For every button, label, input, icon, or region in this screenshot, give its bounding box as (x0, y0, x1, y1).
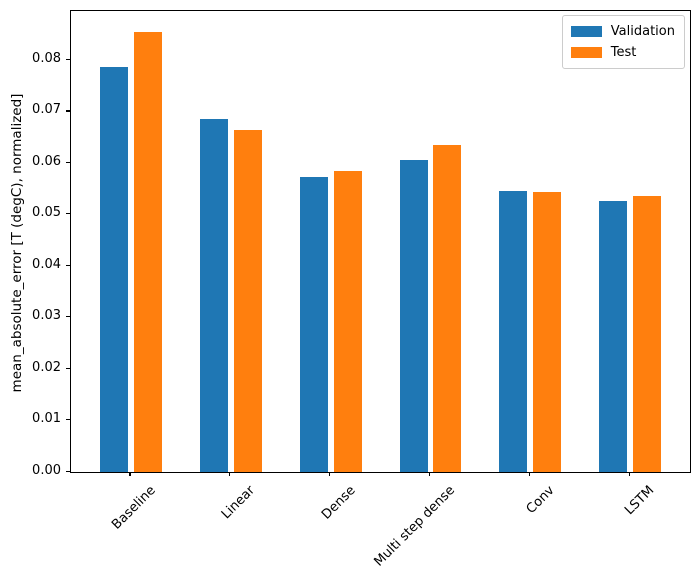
y-tick-label: 0.03 (32, 308, 61, 324)
y-tick-mark (66, 264, 70, 266)
y-tick-label: 0.05 (32, 205, 61, 221)
bar-validation-baseline (100, 67, 128, 472)
x-tick-mark (628, 472, 630, 476)
bar-test-dense (333, 171, 362, 472)
y-tick-label: 0.02 (32, 359, 61, 375)
y-tick-mark (66, 316, 70, 318)
x-tick-mark (129, 472, 131, 476)
x-tick-label-text: Linear (219, 483, 259, 523)
x-tick-mark (528, 472, 530, 476)
plot-area: Validation Test (70, 10, 691, 473)
y-tick-mark (66, 58, 70, 61)
y-tick-label: 0.01 (32, 411, 61, 427)
x-tick-label-text: Multi step dense (371, 483, 459, 570)
y-tick-label: 0.07 (32, 102, 61, 118)
y-tick-mark (66, 161, 70, 163)
x-tick-label-text: Conv (523, 483, 558, 517)
legend-item-test: Test (570, 42, 675, 63)
y-tick-mark (66, 367, 70, 369)
y-tick-mark (66, 213, 70, 215)
bar-test-lstm (633, 196, 662, 472)
legend: Validation Test (561, 15, 685, 69)
x-tick-mark (428, 472, 431, 476)
legend-label-test: Test (610, 45, 637, 60)
x-tick-mark (229, 472, 231, 476)
legend-label-validation: Validation (610, 24, 675, 39)
y-tick-label: 0.08 (32, 50, 61, 66)
bar-validation-multi-step-dense (399, 160, 428, 472)
bar-validation-linear (199, 118, 228, 472)
x-tick-label-text: Baseline (108, 483, 159, 533)
bar-test-conv (533, 192, 562, 472)
y-tick-label: 0.00 (32, 462, 61, 478)
test-swatch-icon (570, 47, 602, 58)
bar-test-linear (233, 130, 262, 472)
bar-test-multi-step-dense (433, 145, 462, 472)
bar-validation-conv (499, 191, 528, 472)
y-tick-mark (66, 110, 70, 112)
x-tick-label-text: Dense (318, 483, 359, 523)
y-tick-label: 0.06 (32, 153, 61, 169)
y-tick-label: 0.04 (32, 256, 61, 272)
x-tick-mark (329, 472, 331, 476)
y-tick-mark (66, 470, 70, 472)
bar-validation-dense (299, 177, 328, 472)
y-tick-mark (66, 419, 70, 421)
bar-test-baseline (133, 32, 162, 472)
bar-validation-lstm (599, 200, 628, 472)
validation-swatch-icon (570, 26, 602, 37)
x-tick-label-text: LSTM (622, 483, 658, 519)
legend-item-validation: Validation (570, 21, 675, 42)
